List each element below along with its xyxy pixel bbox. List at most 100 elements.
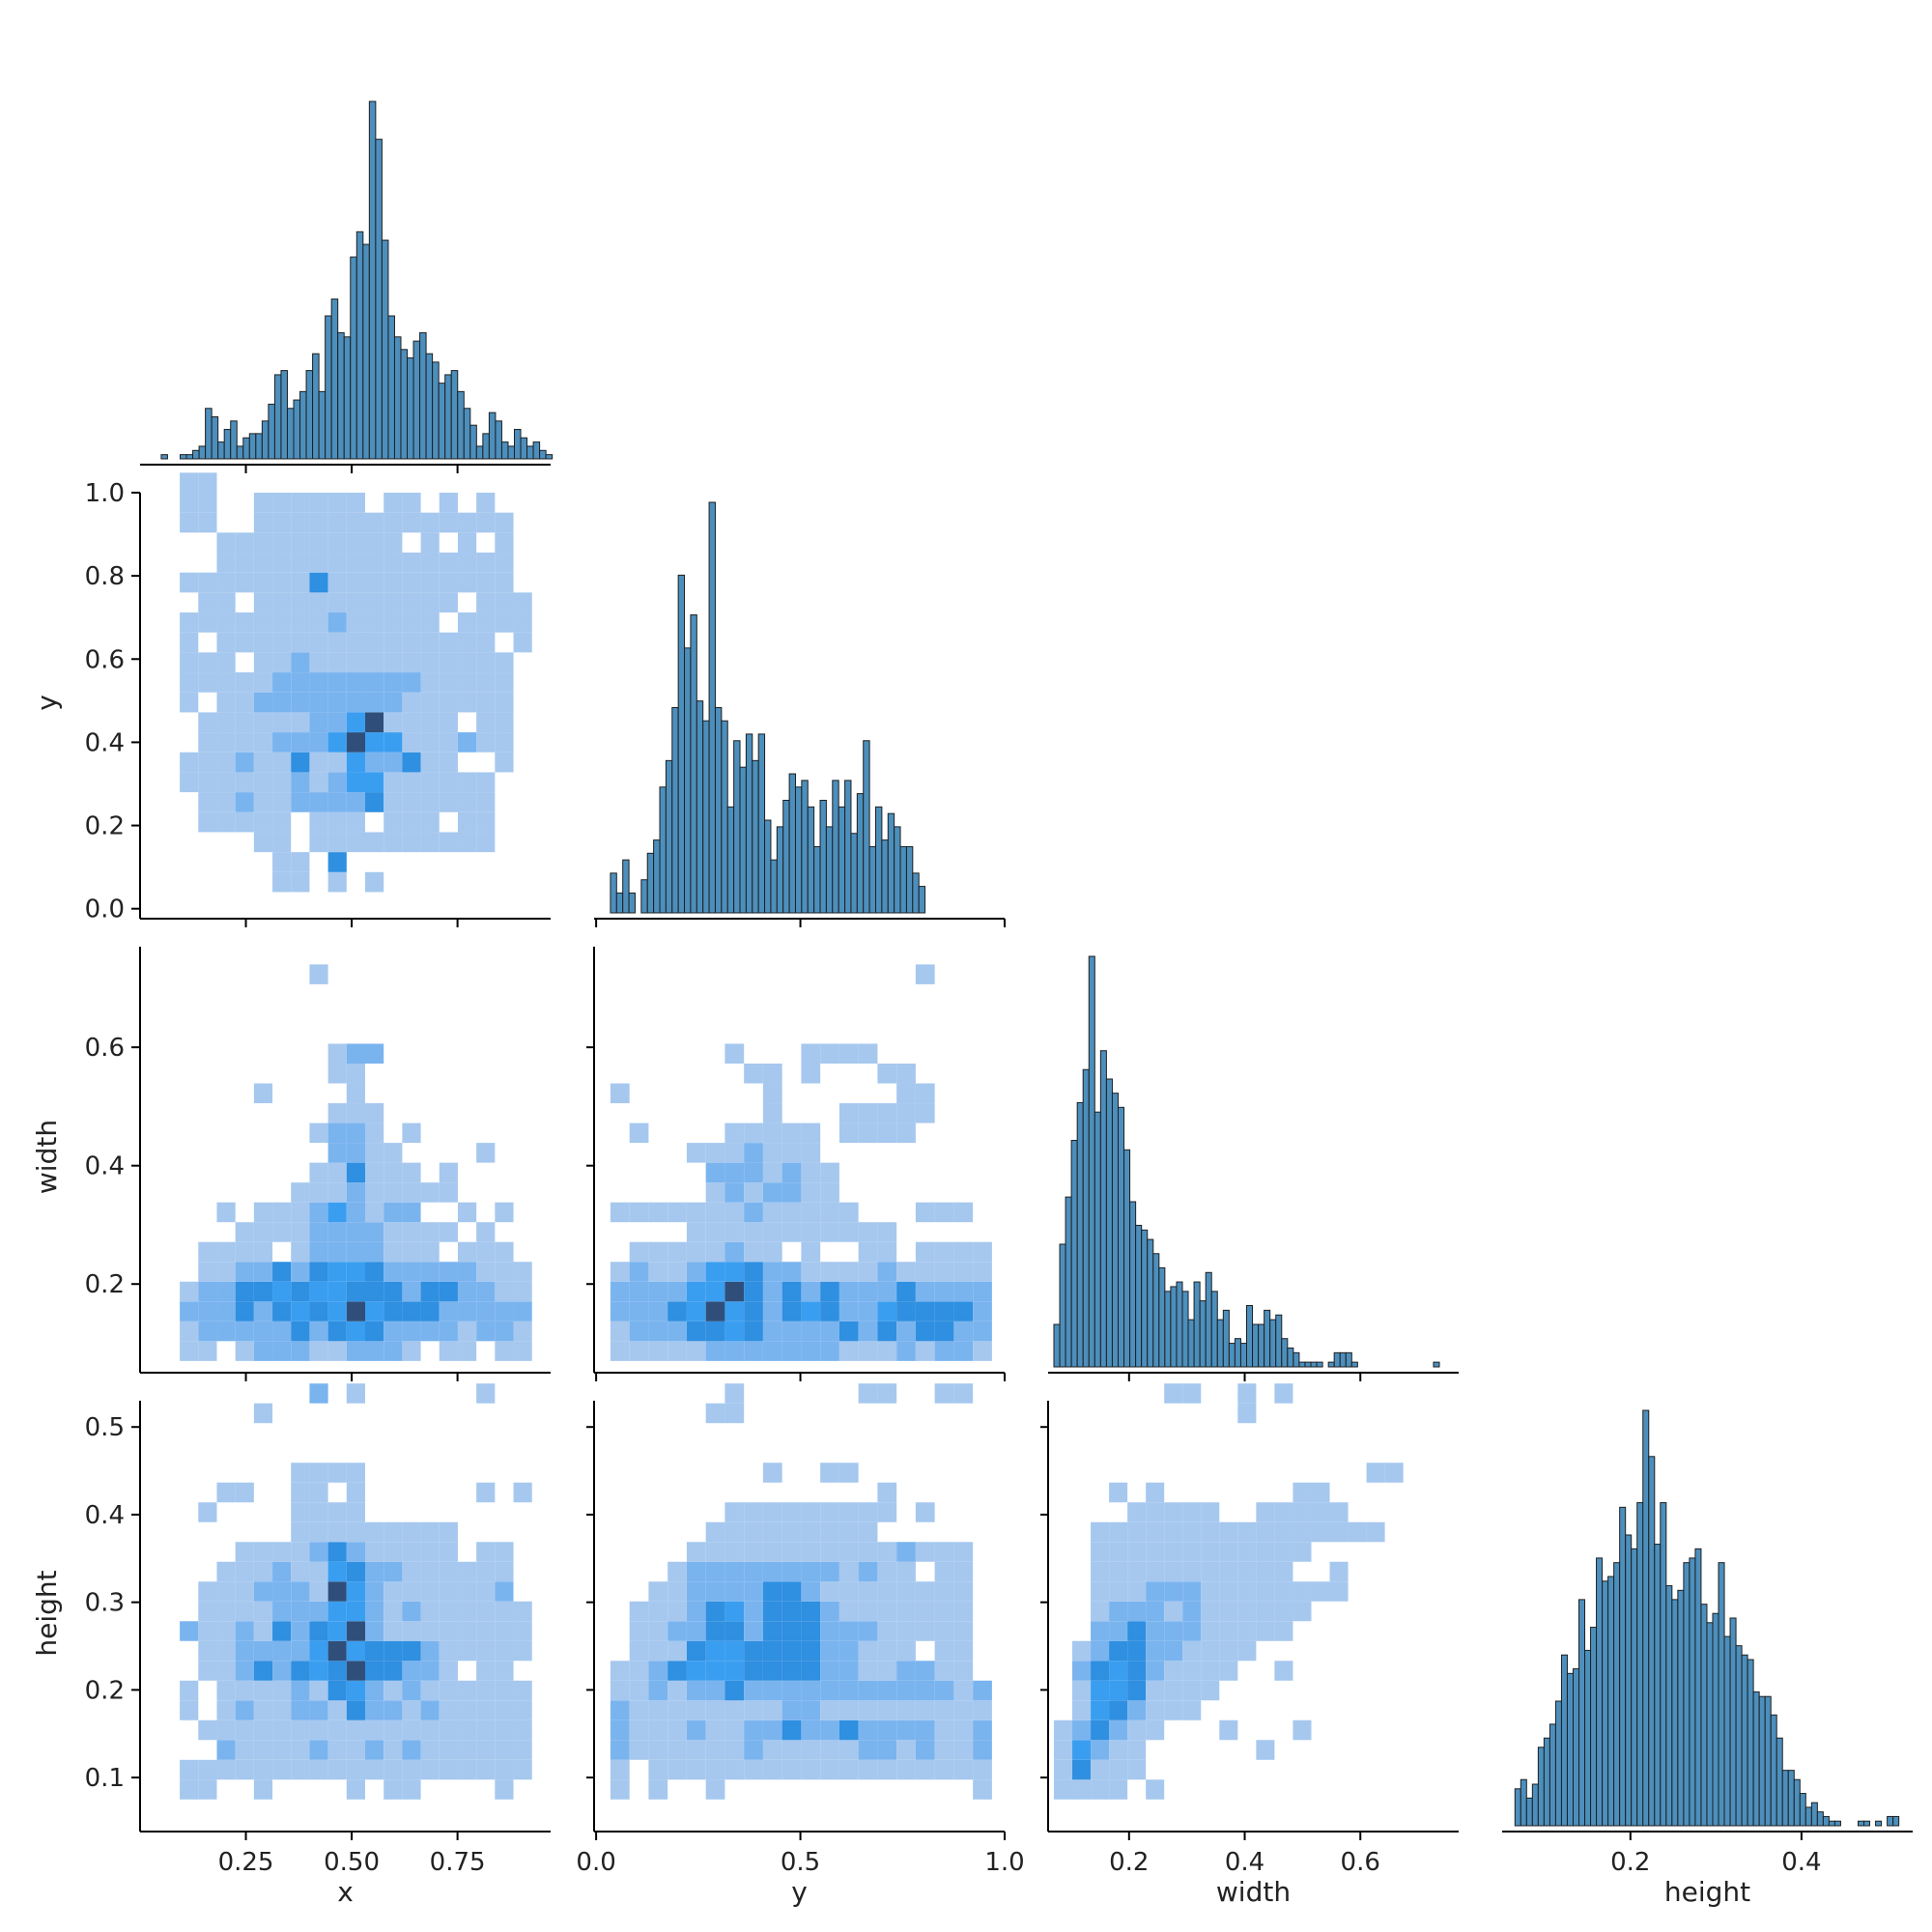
heatmap-cell: [327, 1463, 347, 1483]
heatmap-x-vs-y: [180, 472, 532, 893]
heatmap-cell: [1146, 1521, 1165, 1543]
heatmap-cell: [1072, 1740, 1092, 1760]
heatmap-cell: [327, 1122, 347, 1144]
heatmap-cell: [858, 1222, 878, 1242]
heatmap-cell: [327, 532, 347, 554]
heatmap-cell: [801, 1502, 821, 1522]
heatmap-cell: [457, 692, 477, 713]
heatmap-cell: [1237, 1542, 1257, 1562]
heatmap-cell: [365, 1321, 384, 1342]
heatmap-cell: [365, 1103, 384, 1123]
heatmap-cell: [346, 672, 365, 693]
heatmap-cell: [346, 1759, 365, 1780]
heatmap-cell: [610, 1719, 630, 1741]
heatmap-cell: [915, 1680, 935, 1701]
heatmap-cell: [180, 692, 199, 713]
histogram-bar: [1099, 1050, 1107, 1368]
heatmap-cell: [291, 772, 310, 793]
histogram-bar: [1764, 1695, 1772, 1827]
heatmap-cell: [216, 592, 236, 613]
histogram-bar: [255, 433, 263, 460]
histogram-bar: [1141, 1229, 1149, 1368]
heatmap-cell: [253, 1740, 273, 1760]
heatmap-cell: [309, 652, 328, 673]
heatmap-cell: [365, 871, 384, 893]
heatmap-cell: [291, 1759, 310, 1780]
heatmap-cell: [648, 1321, 668, 1342]
heatmap-cell: [365, 772, 384, 793]
heatmap-cell: [1293, 1719, 1312, 1741]
histogram-bar: [1625, 1534, 1633, 1827]
heatmap-cell: [198, 1640, 217, 1662]
heatmap-cell: [291, 752, 310, 773]
heatmap-cell: [877, 1680, 897, 1701]
heatmap-cell: [495, 1601, 514, 1622]
heatmap-cell: [420, 512, 440, 533]
heatmap-cell: [402, 1680, 421, 1701]
heatmap-cell: [253, 1759, 273, 1780]
heatmap-cell: [1311, 1521, 1330, 1543]
heatmap-cell: [1127, 1719, 1147, 1741]
heatmap-cell: [973, 1759, 992, 1780]
heatmap-cell: [272, 1759, 292, 1780]
heatmap-cell: [309, 1281, 328, 1302]
heatmap-cell: [216, 1482, 236, 1503]
heatmap-cell: [253, 512, 273, 533]
heatmap-cell: [253, 1561, 273, 1582]
histogram-bar: [702, 720, 710, 914]
heatmap-cell: [272, 832, 292, 853]
histogram-bar: [1111, 1093, 1119, 1368]
histogram-bar: [381, 240, 389, 460]
histogram-bar: [375, 138, 383, 460]
heatmap-cell: [1146, 1502, 1165, 1522]
heatmap-cell: [495, 732, 514, 753]
heatmap-cell: [216, 712, 236, 733]
heatmap-cell: [291, 1640, 310, 1662]
heatmap-cell: [439, 1759, 458, 1780]
heatmap-cell: [327, 1542, 347, 1562]
heatmap-cell: [309, 1759, 328, 1780]
heatmap-cell: [877, 1341, 897, 1361]
heatmap-cell: [934, 1301, 954, 1321]
heatmap-cell: [346, 1463, 365, 1483]
histogram-bar: [1887, 1815, 1894, 1827]
heatmap-cell: [180, 672, 199, 693]
heatmap-cell: [327, 1202, 347, 1223]
heatmap-cell: [327, 1162, 347, 1183]
heatmap-cell: [180, 772, 199, 793]
heatmap-cell: [744, 1561, 763, 1582]
heatmap-cell: [973, 1740, 992, 1760]
heatmap-cell: [384, 792, 403, 812]
heatmap-cell: [384, 1301, 403, 1321]
histogram-bar: [1333, 1351, 1341, 1368]
histogram-bar: [1694, 1548, 1702, 1827]
heatmap-cell: [781, 1680, 802, 1701]
heatmap-cell: [384, 772, 403, 793]
heatmap-cell: [762, 1143, 782, 1163]
x-tick-label: 0.2: [1109, 1848, 1149, 1877]
heatmap-cell: [309, 1521, 328, 1543]
heatmap-cell: [384, 1182, 403, 1203]
heatmap-cell: [291, 1621, 310, 1641]
histogram-bar: [1712, 1612, 1719, 1827]
heatmap-cell: [495, 652, 514, 673]
heatmap-cell: [1127, 1601, 1147, 1622]
heatmap-cell: [1274, 1561, 1293, 1582]
heatmap-cell: [291, 592, 310, 613]
heatmap-cell: [272, 732, 292, 753]
heatmap-cell: [402, 1341, 421, 1361]
heatmap-cell: [495, 692, 514, 713]
heatmap-cell: [724, 1222, 745, 1242]
heatmap-cell: [629, 1241, 649, 1263]
x-axis-label-y: y: [791, 1876, 808, 1908]
heatmap-cell: [953, 1601, 974, 1622]
heatmap-cell: [495, 1621, 514, 1641]
heatmap-cell: [272, 493, 292, 513]
heatmap-cell: [953, 1621, 974, 1641]
heatmap-cell: [457, 672, 477, 693]
heatmap-cell: [476, 1759, 496, 1780]
heatmap-cell: [346, 811, 365, 833]
heatmap-cell: [915, 1581, 935, 1602]
heatmap-cell: [801, 1621, 821, 1641]
heatmap-cell: [1311, 1502, 1330, 1522]
